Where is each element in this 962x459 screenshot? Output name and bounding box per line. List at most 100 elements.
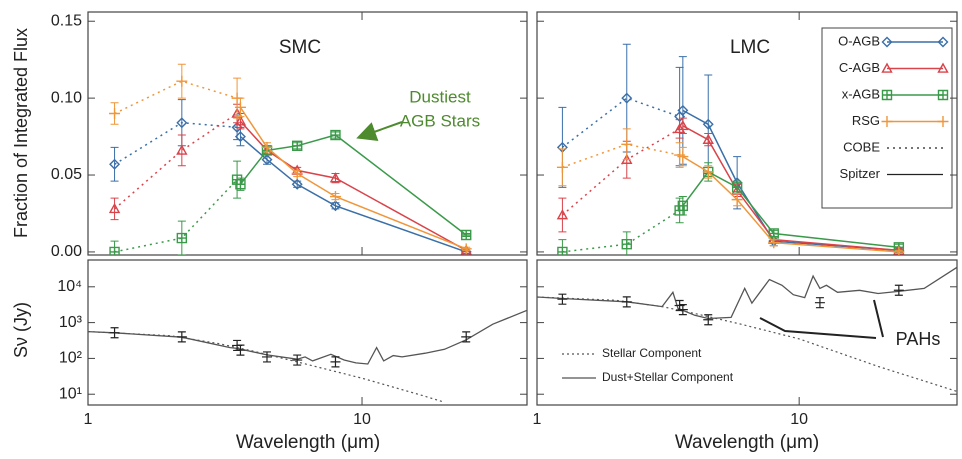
panel-title: SMC (279, 37, 321, 58)
marker (176, 232, 188, 244)
panel-frame (87, 259, 528, 406)
x-axis-label: Wavelength (μm) (236, 432, 380, 453)
error-bar (704, 74, 713, 174)
marker (893, 246, 905, 255)
total-curve (537, 266, 957, 320)
y-tick-label: 0.10 (51, 89, 82, 106)
photometry-point (557, 293, 568, 305)
marker (731, 194, 743, 206)
photometry-point (893, 284, 904, 296)
photometry-point (674, 299, 685, 312)
marker (556, 161, 568, 173)
plot-area (556, 43, 905, 255)
legend-markers (881, 36, 949, 48)
marker (291, 167, 303, 179)
annotation: Dustiest (409, 87, 471, 106)
photometry-point (109, 327, 120, 339)
photometry-point (677, 304, 688, 316)
marker (621, 92, 633, 104)
y-tick-label: 10² (59, 350, 83, 367)
photometry-point (330, 356, 341, 368)
marker (702, 166, 714, 178)
plot-area (108, 63, 472, 255)
y-tick-label: 10⁴ (57, 278, 82, 295)
marker (291, 178, 303, 190)
y-tick-label: 10³ (59, 314, 83, 331)
marker (937, 62, 949, 73)
marker (881, 116, 893, 127)
plot-area (537, 266, 957, 392)
marker (461, 229, 472, 241)
x-tick-label: 10 (790, 411, 808, 428)
marker (557, 246, 568, 255)
marker (702, 133, 714, 144)
marker (937, 36, 949, 48)
legend-label: O-AGB (838, 33, 880, 48)
marker (261, 154, 273, 166)
panel-frame (536, 11, 958, 256)
marker (460, 243, 472, 255)
y-tick-label: 0.15 (51, 12, 82, 29)
marker (176, 117, 188, 129)
marker (329, 172, 342, 183)
marker (234, 115, 247, 126)
marker (108, 202, 121, 214)
marker (673, 122, 686, 134)
panel-frame (536, 259, 958, 406)
annotation: PAHs (896, 329, 941, 349)
marker (176, 75, 188, 87)
legend-label: Stellar Component (602, 346, 702, 360)
photometry-point (461, 331, 472, 343)
series-line (114, 112, 238, 210)
annotation-line (873, 299, 884, 338)
series-line (561, 128, 680, 216)
marker (881, 36, 893, 48)
photometry-point (292, 354, 303, 366)
x-tick-label: 1 (84, 411, 93, 428)
series-line (561, 97, 680, 148)
x-tick-label: 10 (353, 411, 371, 428)
marker (937, 116, 949, 127)
marker (677, 119, 689, 131)
marker (109, 158, 121, 170)
y-axis-label: Fraction of Integrated Flux (11, 28, 31, 238)
y-tick-label: 0.05 (51, 166, 82, 183)
marker (235, 179, 246, 190)
photometry-point (261, 351, 272, 363)
x-axis-label: Wavelength (μm) (675, 432, 819, 453)
y-axis-label: Sν (Jy) (11, 302, 31, 358)
legend-label: Spitzer (840, 166, 881, 181)
y-tick-label: 0.00 (51, 243, 82, 260)
marker (768, 237, 780, 249)
error-bar (177, 134, 186, 167)
legend-label: COBE (843, 139, 880, 154)
marker (881, 89, 893, 101)
marker (234, 131, 246, 143)
marker (330, 129, 341, 141)
photometry-point (814, 297, 825, 309)
error-bar (331, 202, 340, 210)
plot-area (88, 309, 527, 403)
legend-markers (881, 89, 949, 101)
panel-frame (87, 11, 528, 256)
legend-label: C-AGB (839, 60, 880, 75)
marker (621, 138, 633, 150)
legend-markers (881, 62, 949, 73)
legend-label: Dust+Stellar Component (602, 370, 734, 384)
photometry-point (235, 344, 246, 356)
marker (677, 104, 689, 116)
marker (881, 62, 893, 73)
annotation-line (759, 317, 877, 339)
marker (291, 140, 303, 152)
annotation-arrow (356, 121, 403, 142)
annotation: AGB Stars (400, 111, 480, 130)
x-tick-label: 1 (533, 411, 542, 428)
series-line (114, 80, 238, 115)
marker (556, 209, 569, 220)
y-tick-label: 10¹ (59, 385, 82, 402)
stellar-curve (88, 331, 445, 403)
marker (261, 141, 273, 153)
series-line (114, 121, 238, 165)
photometry-point (621, 296, 632, 308)
